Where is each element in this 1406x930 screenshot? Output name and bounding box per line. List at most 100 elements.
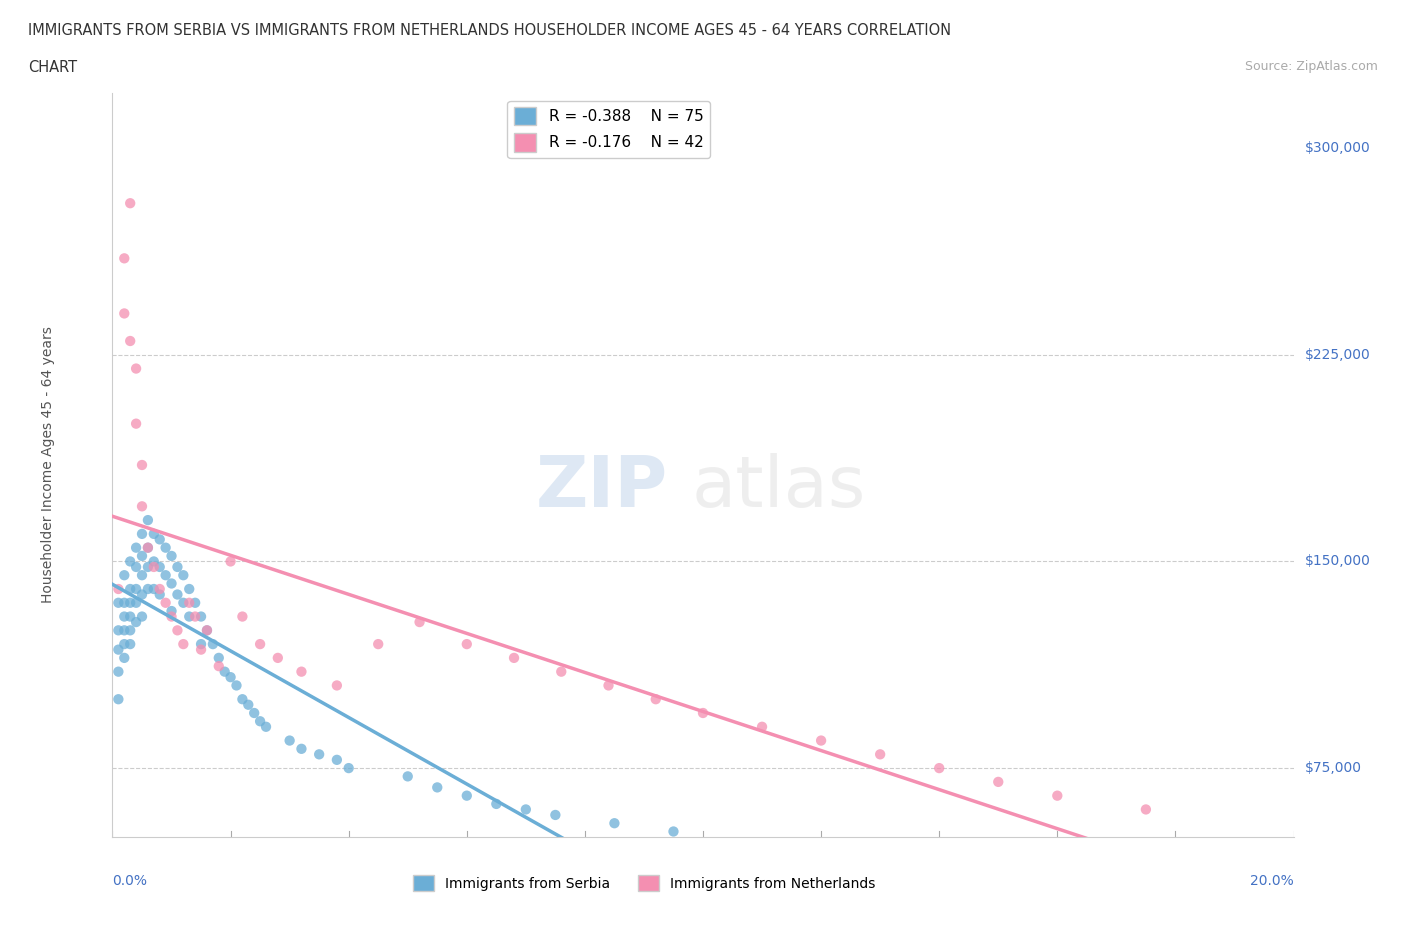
Point (136, 581, 159, 596)
Point (136, 560, 159, 575)
Point (928, 761, 950, 776)
Point (131, 526, 153, 541)
Point (112, 637, 135, 652)
Text: 0.0%: 0.0% (112, 874, 148, 888)
Point (131, 498, 153, 513)
Point (869, 747, 891, 762)
Point (107, 643, 129, 658)
Point (179, 581, 201, 596)
Point (125, 615, 148, 630)
Point (544, 807, 567, 822)
Point (131, 587, 153, 602)
Point (426, 780, 449, 795)
Point (149, 532, 172, 547)
Point (166, 587, 188, 602)
Point (179, 609, 201, 624)
Point (515, 802, 537, 817)
Text: $225,000: $225,000 (1305, 348, 1371, 362)
Point (131, 458, 153, 472)
Point (396, 769, 419, 784)
Point (267, 650, 290, 665)
Point (107, 623, 129, 638)
Point (120, 637, 142, 652)
Point (131, 609, 153, 624)
Point (107, 664, 129, 679)
Point (219, 670, 242, 684)
Point (155, 568, 177, 583)
Point (155, 595, 177, 610)
Point (172, 568, 194, 583)
Text: ZIP: ZIP (536, 453, 668, 522)
Point (208, 650, 231, 665)
Point (503, 650, 526, 665)
Text: Householder Income Ages 45 - 64 years: Householder Income Ages 45 - 64 years (41, 326, 55, 604)
Point (155, 540, 177, 555)
Point (112, 623, 135, 638)
Point (249, 714, 271, 729)
Point (987, 775, 1010, 790)
Point (190, 609, 212, 624)
Point (160, 549, 183, 564)
Point (107, 581, 129, 596)
Text: Source: ZipAtlas.com: Source: ZipAtlas.com (1244, 60, 1378, 73)
Point (149, 581, 172, 596)
Point (120, 595, 142, 610)
Point (219, 554, 242, 569)
Point (120, 554, 142, 569)
Point (120, 609, 142, 624)
Text: $300,000: $300,000 (1305, 141, 1371, 155)
Text: 20.0%: 20.0% (1250, 874, 1294, 888)
Point (149, 560, 172, 575)
Point (456, 637, 478, 652)
Point (190, 643, 212, 658)
Text: atlas: atlas (692, 453, 866, 522)
Point (172, 637, 194, 652)
Text: $75,000: $75,000 (1305, 761, 1362, 775)
Point (190, 637, 212, 652)
Point (149, 587, 172, 602)
Legend: Immigrants from Serbia, Immigrants from Netherlands: Immigrants from Serbia, Immigrants from … (408, 869, 880, 897)
Point (367, 637, 389, 652)
Point (1135, 802, 1157, 817)
Point (1046, 789, 1069, 804)
Point (120, 581, 142, 596)
Text: $150,000: $150,000 (1305, 554, 1371, 568)
Point (142, 581, 165, 596)
Point (692, 706, 714, 721)
Point (308, 747, 330, 762)
Point (142, 554, 165, 569)
Point (290, 741, 312, 756)
Point (201, 637, 224, 652)
Text: IMMIGRANTS FROM SERBIA VS IMMIGRANTS FROM NETHERLANDS HOUSEHOLDER INCOME AGES 45: IMMIGRANTS FROM SERBIA VS IMMIGRANTS FRO… (28, 23, 952, 38)
Point (290, 664, 312, 679)
Point (166, 560, 188, 575)
Point (166, 623, 188, 638)
Point (184, 595, 207, 610)
Point (160, 576, 183, 591)
Point (810, 733, 832, 748)
Point (326, 678, 349, 693)
Point (456, 789, 478, 804)
Point (142, 526, 165, 541)
Point (142, 560, 165, 575)
Point (112, 306, 135, 321)
Point (238, 698, 260, 712)
Point (751, 719, 773, 734)
Point (125, 560, 148, 575)
Point (603, 816, 626, 830)
Point (125, 595, 148, 610)
Point (208, 658, 231, 673)
Point (107, 595, 129, 610)
Point (131, 568, 153, 583)
Point (136, 540, 159, 555)
Point (120, 623, 142, 638)
Point (644, 692, 666, 707)
Point (254, 719, 277, 734)
Point (125, 581, 148, 596)
Point (225, 678, 247, 693)
Point (112, 609, 135, 624)
Point (112, 650, 135, 665)
Point (243, 706, 266, 721)
Point (195, 623, 218, 638)
Point (172, 595, 194, 610)
